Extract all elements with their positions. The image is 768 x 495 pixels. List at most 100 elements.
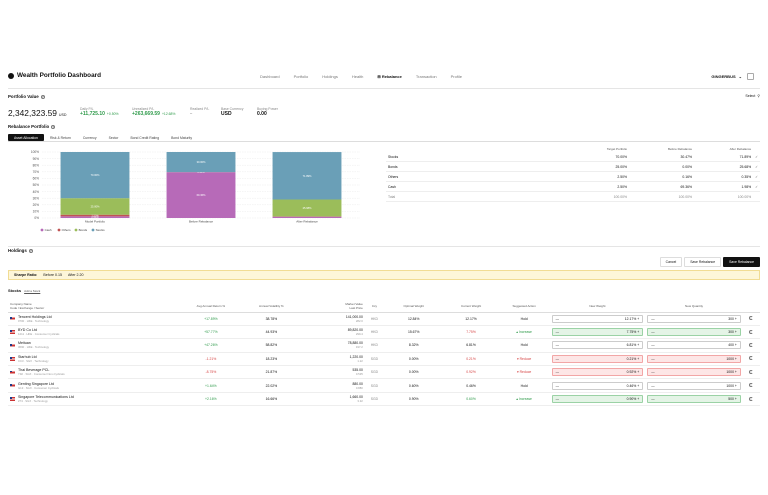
reset-cell: [742, 352, 760, 367]
minus-icon[interactable]: —: [555, 370, 559, 375]
plus-icon[interactable]: +: [734, 383, 737, 388]
tab-asset-allocation[interactable]: Asset Allocation: [8, 134, 44, 141]
plus-icon[interactable]: +: [637, 330, 640, 335]
bar-segment: [60, 214, 130, 217]
new-quantity-input[interactable]: — 500 +: [647, 395, 741, 404]
user-menu[interactable]: GINGERBUS ⌄: [711, 74, 742, 79]
legend-swatch: [91, 228, 95, 232]
plus-icon[interactable]: +: [637, 383, 640, 388]
y-tick-label: 30%: [33, 196, 40, 200]
plus-icon[interactable]: +: [734, 316, 737, 321]
refresh-icon[interactable]: [749, 316, 754, 321]
stocks-header: Stocks Add a Stock: [8, 288, 40, 293]
nav-transaction[interactable]: Transaction: [415, 74, 437, 79]
refresh-icon[interactable]: [749, 356, 754, 361]
main-nav: Dashboard Portfolio Holdings Health ⊞ Re…: [260, 74, 462, 79]
minus-icon[interactable]: —: [651, 343, 655, 348]
refresh-icon[interactable]: [749, 329, 754, 334]
plus-icon[interactable]: +: [734, 330, 737, 335]
minus-icon[interactable]: —: [651, 356, 655, 361]
suggested-action: Hold: [498, 378, 550, 393]
info-icon[interactable]: ?: [51, 124, 56, 129]
new-weight-input[interactable]: — 0.90% +: [551, 395, 644, 404]
new-quantity-value: 1000: [726, 370, 734, 375]
plus-icon[interactable]: +: [734, 356, 737, 361]
minus-icon[interactable]: —: [555, 316, 559, 321]
refresh-icon[interactable]: [749, 342, 754, 347]
tab-sector[interactable]: Sector: [108, 136, 119, 140]
plus-icon[interactable]: +: [637, 343, 640, 348]
tab-risk-return[interactable]: Risk & Return: [49, 136, 71, 140]
tab-bond-maturity[interactable]: Bond Maturity: [171, 136, 193, 140]
company-cell[interactable]: Genting Singapore Ltd G13 · SGX · Consum…: [8, 378, 178, 393]
plus-icon[interactable]: +: [734, 343, 737, 348]
avg-annual-return: +1.64%: [177, 378, 244, 393]
select-control[interactable]: Select ⚲: [745, 94, 760, 98]
minus-icon[interactable]: —: [555, 330, 559, 335]
minus-icon[interactable]: —: [651, 370, 655, 375]
info-icon[interactable]: ?: [28, 248, 33, 253]
stocks-label: Stocks: [8, 288, 22, 293]
minus-icon[interactable]: —: [651, 316, 655, 321]
plus-icon[interactable]: +: [637, 316, 640, 321]
company-cell[interactable]: Thai Beverage PCL Y92 · SGX · Consumer N…: [8, 365, 178, 380]
new-weight-input[interactable]: — 6.81% +: [551, 341, 644, 350]
data-label: 70.00%: [91, 173, 100, 177]
refresh-icon[interactable]: [749, 396, 754, 401]
new-quantity-input[interactable]: — 1000 +: [647, 381, 741, 390]
save-draft-button[interactable]: Save Rebalance: [684, 257, 722, 267]
nav-holdings[interactable]: Holdings: [322, 74, 338, 79]
minus-icon[interactable]: —: [555, 397, 559, 402]
holdings-divider: [8, 246, 760, 247]
new-quantity-input[interactable]: — 300 +: [647, 314, 741, 323]
plus-icon[interactable]: +: [637, 397, 640, 402]
nav-dashboard[interactable]: Dashboard: [260, 74, 280, 79]
tab-bond-credit-rating[interactable]: Bond Credit Rating: [130, 136, 160, 140]
cancel-button[interactable]: Cancel: [659, 257, 683, 267]
nav-health[interactable]: Health: [351, 74, 364, 79]
info-icon[interactable]: ?: [40, 94, 45, 99]
new-weight-input[interactable]: — 7.75% +: [551, 328, 644, 337]
new-weight-input[interactable]: — 12.17% +: [551, 314, 644, 323]
minus-icon[interactable]: —: [651, 397, 655, 402]
minus-icon[interactable]: —: [555, 343, 559, 348]
new-weight-value: 7.75%: [626, 330, 637, 335]
minus-icon[interactable]: —: [651, 383, 655, 388]
minus-icon[interactable]: —: [555, 383, 559, 388]
add-stock-link[interactable]: Add a Stock: [24, 289, 41, 293]
nav-profile[interactable]: Profile: [450, 74, 462, 79]
tab-currency[interactable]: Currency: [82, 136, 97, 140]
new-quantity-input[interactable]: — 1000 +: [647, 354, 741, 363]
app-brand[interactable]: Wealth Portfolio Dashboard: [8, 72, 101, 79]
company-cell[interactable]: Tencent Holdings Ltd 0700 · HKE · Techno…: [8, 312, 178, 326]
plus-icon[interactable]: +: [637, 370, 640, 375]
daily-pl-pct: +0.50%: [106, 112, 119, 116]
new-quantity-input[interactable]: — 400 +: [647, 341, 741, 350]
company-cell[interactable]: Meituan 3690 · HKE · Technology: [8, 338, 178, 353]
new-weight-input[interactable]: — 0.21% +: [551, 354, 644, 363]
plus-icon[interactable]: +: [734, 397, 737, 402]
new-quantity-input[interactable]: — 300 +: [647, 328, 741, 337]
plus-icon[interactable]: +: [637, 356, 640, 361]
new-weight-input[interactable]: — 0.92% +: [551, 368, 644, 377]
menu-icon[interactable]: [747, 73, 754, 80]
company-cell[interactable]: BYD Co Ltd 1211 · HKE · Consumer Cyclica…: [8, 325, 178, 340]
new-quantity-cell: — 400 +: [645, 338, 743, 353]
x-tick-label: Before Rebalance: [189, 220, 213, 224]
new-quantity-input[interactable]: — 1000 +: [647, 368, 741, 377]
legend-label: Others: [62, 228, 72, 232]
plus-icon[interactable]: +: [734, 370, 737, 375]
y-tick-label: 20%: [33, 203, 40, 207]
nav-portfolio[interactable]: Portfolio: [293, 74, 309, 79]
company-cell[interactable]: Starhub Ltd CC3 · SGX · Technology: [8, 352, 178, 367]
nav-rebalance[interactable]: ⊞ Rebalance: [377, 74, 402, 79]
new-weight-input[interactable]: — 0.46% +: [551, 381, 644, 390]
save-rebalance-button[interactable]: Save Rebalance: [723, 257, 760, 267]
minus-icon[interactable]: —: [555, 356, 559, 361]
refresh-icon[interactable]: [749, 383, 754, 388]
avg-annual-return: -8.75%: [177, 365, 244, 380]
refresh-icon[interactable]: [749, 369, 754, 374]
minus-icon[interactable]: —: [651, 330, 655, 335]
sharpe-label: Sharpe Ratio:: [14, 273, 38, 277]
company-cell[interactable]: Singapore Telecommunications Ltd Z74 · S…: [8, 392, 178, 407]
